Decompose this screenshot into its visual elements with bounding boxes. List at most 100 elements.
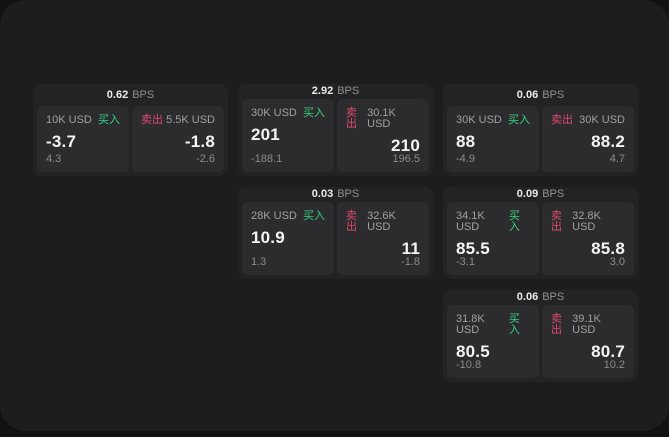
buy-side-label: 买入 xyxy=(508,114,530,126)
quote-card-grid: 0.62 BPS 10K USD 买入 -3.7 4.3 卖出 5.5K USD… xyxy=(33,84,638,382)
buy-side-label: 买入 xyxy=(508,313,520,336)
card-header: 0.06 BPS xyxy=(443,290,638,305)
bps-value: 2.92 xyxy=(311,85,334,97)
sell-amount-label: 32.6K USD xyxy=(367,210,396,233)
buy-tile-header: 28K USD 买入 xyxy=(251,211,325,222)
quote-card: 0.09 BPS 34.1K USD 买入 85.5 -3.1 卖出 32.8K… xyxy=(443,187,638,279)
sell-price-value: 88.2 xyxy=(591,132,625,151)
buy-price-value: 201 xyxy=(251,125,280,144)
card-body: 34.1K USD 买入 85.5 -3.1 卖出 32.8K USD 85.8… xyxy=(443,202,638,279)
buy-price-value: 88 xyxy=(456,132,476,151)
buy-quote-tile[interactable]: 30K USD 买入 201 -188.1 xyxy=(242,99,334,172)
sell-change-value: -2.6 xyxy=(196,153,215,165)
card-header: 2.92 BPS xyxy=(238,84,433,99)
sell-side-label: 卖出 xyxy=(551,313,562,336)
quote-card: 2.92 BPS 30K USD 买入 201 -188.1 卖出 30.1K … xyxy=(238,84,433,176)
quote-card: 0.06 BPS 31.8K USD 买入 80.5 -10.8 卖出 39.1… xyxy=(443,290,638,382)
sell-side-label: 卖出 xyxy=(551,114,573,126)
buy-amount-label: 30K USD xyxy=(251,107,297,119)
sell-side-label: 卖出 xyxy=(551,210,562,233)
card-header: 0.06 BPS xyxy=(443,84,638,106)
quote-card: 0.62 BPS 10K USD 买入 -3.7 4.3 卖出 5.5K USD… xyxy=(33,84,228,176)
sell-change-value: 196.5 xyxy=(392,153,420,165)
buy-side-label: 买入 xyxy=(303,107,325,119)
sell-change-value: 4.7 xyxy=(609,153,625,165)
sell-tile-header: 卖出 32.8K USD xyxy=(551,211,625,233)
sell-change-value: 3.0 xyxy=(609,256,625,268)
card-header: 0.62 BPS xyxy=(33,84,228,106)
bps-value: 0.06 xyxy=(516,291,539,303)
bps-value: 0.09 xyxy=(516,188,539,200)
sell-tile-header: 卖出 5.5K USD xyxy=(141,115,215,126)
bps-suffix-label: BPS xyxy=(542,291,565,303)
bps-suffix-label: BPS xyxy=(337,188,360,200)
buy-change-value: 1.3 xyxy=(251,256,267,268)
buy-tile-header: 30K USD 买入 xyxy=(456,115,530,126)
buy-price-value: 10.9 xyxy=(251,228,285,247)
buy-quote-tile[interactable]: 28K USD 买入 10.9 1.3 xyxy=(242,202,334,275)
buy-change-value: -3.1 xyxy=(456,256,475,268)
sell-amount-label: 5.5K USD xyxy=(166,114,215,126)
sell-amount-label: 32.8K USD xyxy=(572,210,601,233)
sell-amount-label: 30.1K USD xyxy=(367,107,396,130)
buy-quote-tile[interactable]: 30K USD 买入 88 -4.9 xyxy=(447,106,539,172)
buy-price-value: 80.5 xyxy=(456,342,490,361)
sell-quote-tile[interactable]: 卖出 5.5K USD -1.8 -2.6 xyxy=(132,106,224,172)
sell-amount-label: 39.1K USD xyxy=(572,313,601,336)
card-header: 0.09 BPS xyxy=(443,187,638,202)
buy-price-value: -3.7 xyxy=(46,132,77,151)
sell-quote-tile[interactable]: 卖出 32.6K USD 11 -1.8 xyxy=(337,202,429,275)
sell-price-value: 85.8 xyxy=(591,239,625,258)
buy-quote-tile[interactable]: 31.8K USD 买入 80.5 -10.8 xyxy=(447,305,539,378)
buy-price-value: 85.5 xyxy=(456,239,490,258)
sell-quote-tile[interactable]: 卖出 30.1K USD 210 196.5 xyxy=(337,99,429,172)
buy-amount-label: 10K USD xyxy=(46,114,92,126)
sell-price-value: 80.7 xyxy=(591,342,625,361)
buy-tile-header: 10K USD 买入 xyxy=(46,115,120,126)
sell-amount-label: 30K USD xyxy=(579,114,625,126)
buy-amount-label: 30K USD xyxy=(456,114,502,126)
sell-side-label: 卖出 xyxy=(346,210,357,233)
buy-change-value: -4.9 xyxy=(456,153,475,165)
buy-quote-tile[interactable]: 10K USD 买入 -3.7 4.3 xyxy=(37,106,129,172)
buy-amount-label: 28K USD xyxy=(251,210,297,222)
bps-value: 0.03 xyxy=(311,188,334,200)
bps-suffix-label: BPS xyxy=(542,188,565,200)
bps-value: 0.06 xyxy=(516,88,539,101)
sell-side-label: 卖出 xyxy=(141,114,163,126)
card-body: 30K USD 买入 201 -188.1 卖出 30.1K USD 210 1… xyxy=(238,99,433,176)
sell-tile-header: 卖出 30K USD xyxy=(551,115,625,126)
bps-suffix-label: BPS xyxy=(337,85,360,97)
sell-tile-header: 卖出 30.1K USD xyxy=(346,108,420,130)
buy-side-label: 买入 xyxy=(508,210,520,233)
sell-price-value: 210 xyxy=(391,136,420,155)
bps-value: 0.62 xyxy=(106,88,129,101)
card-body: 28K USD 买入 10.9 1.3 卖出 32.6K USD 11 -1.8 xyxy=(238,202,433,279)
sell-change-value: 10.2 xyxy=(603,359,625,371)
sell-quote-tile[interactable]: 卖出 32.8K USD 85.8 3.0 xyxy=(542,202,634,275)
buy-change-value: -10.8 xyxy=(456,359,482,371)
sell-tile-header: 卖出 32.6K USD xyxy=(346,211,420,233)
buy-change-value: -188.1 xyxy=(251,153,283,165)
bps-suffix-label: BPS xyxy=(542,88,565,101)
sell-side-label: 卖出 xyxy=(346,107,357,130)
card-header: 0.03 BPS xyxy=(238,187,433,202)
sell-change-value: -1.8 xyxy=(401,256,420,268)
buy-side-label: 买入 xyxy=(303,210,325,222)
buy-change-value: 4.3 xyxy=(46,153,62,165)
sell-quote-tile[interactable]: 卖出 39.1K USD 80.7 10.2 xyxy=(542,305,634,378)
card-body: 30K USD 买入 88 -4.9 卖出 30K USD 88.2 4.7 xyxy=(443,106,638,176)
card-body: 10K USD 买入 -3.7 4.3 卖出 5.5K USD -1.8 -2.… xyxy=(33,106,228,176)
quote-card: 0.06 BPS 30K USD 买入 88 -4.9 卖出 30K USD 8… xyxy=(443,84,638,176)
buy-amount-label: 34.1K USD xyxy=(456,210,485,233)
buy-side-label: 买入 xyxy=(98,114,120,126)
buy-tile-header: 31.8K USD 买入 xyxy=(456,314,530,336)
buy-quote-tile[interactable]: 34.1K USD 买入 85.5 -3.1 xyxy=(447,202,539,275)
buy-amount-label: 31.8K USD xyxy=(456,313,485,336)
sell-quote-tile[interactable]: 卖出 30K USD 88.2 4.7 xyxy=(542,106,634,172)
buy-tile-header: 30K USD 买入 xyxy=(251,108,325,119)
quote-card: 0.03 BPS 28K USD 买入 10.9 1.3 卖出 32.6K US… xyxy=(238,187,433,279)
bps-suffix-label: BPS xyxy=(132,88,155,101)
sell-price-value: 11 xyxy=(401,239,420,258)
